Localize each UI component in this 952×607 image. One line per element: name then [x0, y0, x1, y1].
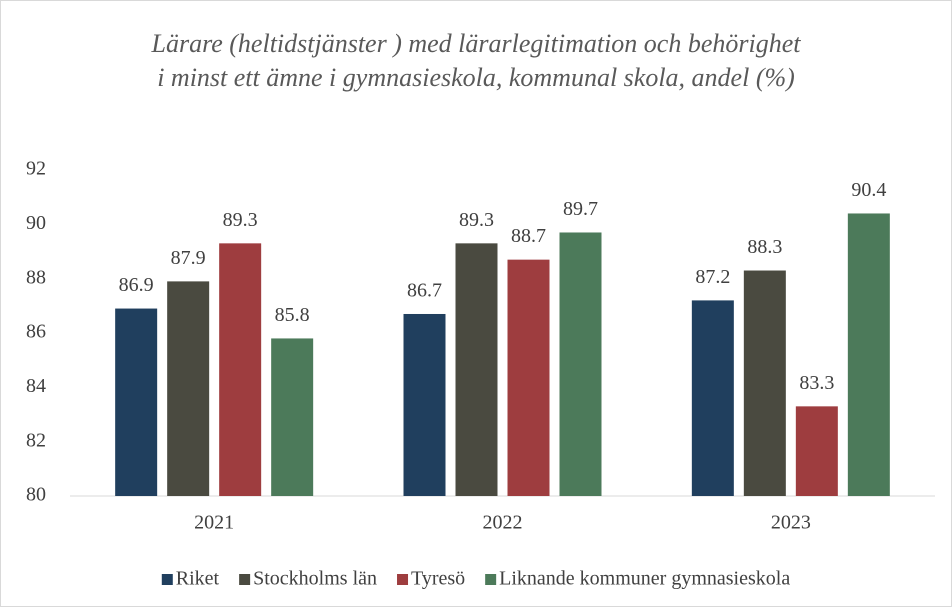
y-tick-label: 84 [26, 375, 46, 397]
bar [219, 243, 262, 496]
bar [795, 406, 838, 496]
legend-swatch [239, 574, 251, 585]
bar [691, 300, 734, 496]
data-label: 83.3 [799, 372, 834, 394]
legend-swatch [161, 574, 173, 585]
bar [559, 232, 602, 496]
bar [403, 313, 446, 496]
bar [507, 259, 550, 496]
data-label: 90.4 [851, 179, 886, 201]
data-label: 86.9 [119, 274, 154, 296]
bar [115, 308, 158, 496]
legend-label: Riket [176, 568, 220, 590]
data-label: 87.2 [695, 266, 730, 288]
x-tick-label: 2022 [483, 512, 523, 534]
x-tick-label: 2021 [194, 512, 234, 534]
data-label: 89.7 [563, 198, 598, 220]
y-tick-label: 88 [26, 266, 46, 288]
chart-title: i minst ett ämne i gymnasieskola, kommun… [157, 63, 795, 92]
data-label: 88.7 [511, 225, 546, 247]
y-tick-label: 92 [26, 158, 46, 180]
legend-label: Liknande kommuner gymnasieskola [499, 568, 790, 590]
bar [847, 213, 890, 496]
y-tick-label: 80 [26, 484, 46, 506]
data-label: 88.3 [747, 236, 782, 258]
x-tick-label: 2023 [771, 512, 811, 534]
y-tick-label: 82 [26, 429, 46, 451]
y-tick-label: 86 [26, 321, 46, 343]
legend-swatch [485, 574, 497, 585]
data-label: 85.8 [275, 304, 310, 326]
legend-swatch [397, 574, 409, 585]
chart-title: Lärare (heltidstjänster ) med lärarlegit… [151, 29, 802, 58]
data-label: 89.3 [459, 209, 494, 231]
bar [271, 338, 314, 496]
data-label: 89.3 [223, 209, 258, 231]
bar [167, 281, 210, 496]
legend-label: Tyresö [411, 568, 465, 590]
data-label: 86.7 [407, 280, 442, 302]
y-tick-label: 90 [26, 212, 46, 234]
bar [743, 270, 786, 496]
data-label: 87.9 [171, 247, 206, 269]
bar [455, 243, 498, 496]
legend-label: Stockholms län [253, 568, 377, 590]
